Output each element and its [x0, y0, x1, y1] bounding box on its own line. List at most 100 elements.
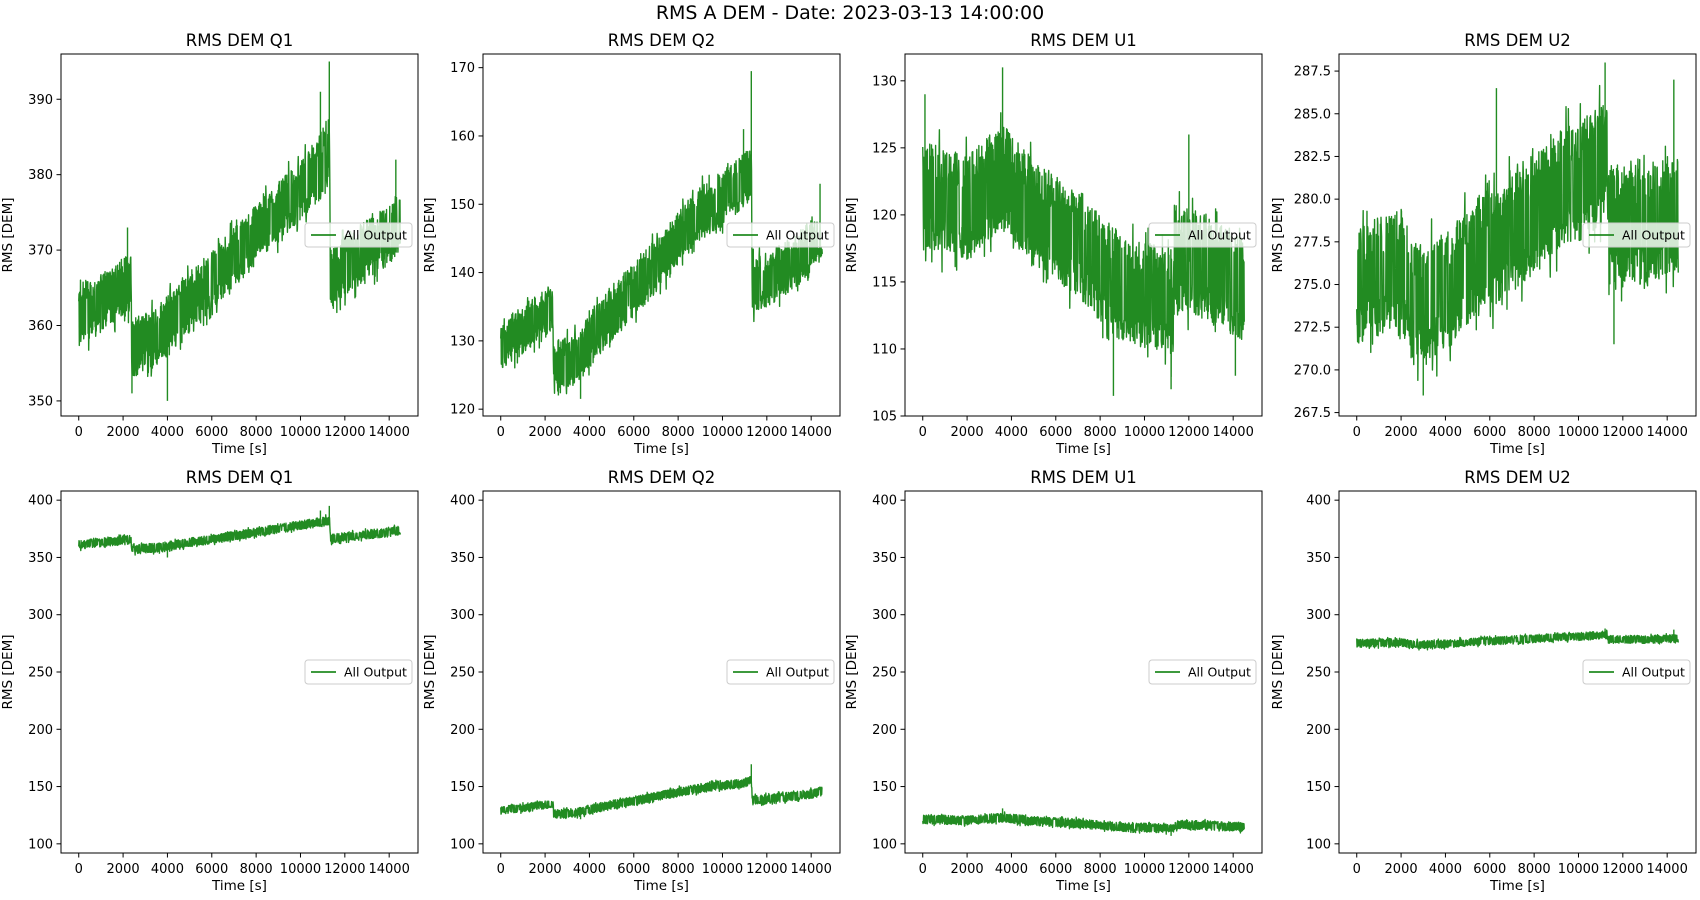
subplot-title: RMS DEM Q2 [608, 31, 716, 50]
axes-frame [482, 53, 841, 417]
x-tick-label: 2000 [951, 862, 984, 877]
x-tick-label: 14000 [790, 425, 831, 440]
y-tick-label: 250 [450, 666, 475, 681]
x-tick-label: 0 [75, 425, 83, 440]
y-tick-label: 267.5 [1294, 406, 1331, 421]
x-tick-label: 12000 [1168, 425, 1209, 440]
y-tick-label: 170 [450, 61, 475, 76]
x-axis-label: Time [s] [1055, 441, 1111, 457]
x-tick-label: 4000 [151, 862, 184, 877]
y-tick-label: 400 [28, 494, 53, 509]
x-tick-label: 14000 [1212, 862, 1253, 877]
subplot-1: 0 2000 4000 6000 8000 10000 12000 14000 350 360 37… [0, 31, 419, 457]
legend-label: All Output [1188, 228, 1251, 243]
y-tick-label: 350 [872, 551, 897, 566]
x-tick-label: 4000 [573, 862, 606, 877]
legend-label: All Output [1622, 228, 1685, 243]
x-tick-label: 0 [497, 862, 505, 877]
y-tick-label: 400 [872, 494, 897, 509]
legend: All Output [1148, 659, 1257, 685]
x-tick-label: 8000 [1518, 425, 1551, 440]
figure-title: RMS A DEM - Date: 2023-03-13 14:00:00 [656, 2, 1044, 24]
series-line-all-output [1356, 62, 1679, 396]
y-tick-label: 130 [872, 74, 897, 89]
y-tick-label: 380 [28, 168, 53, 183]
y-tick-label: 370 [28, 244, 53, 259]
x-tick-label: 4000 [573, 425, 606, 440]
x-axis-label: Time [s] [1489, 878, 1545, 894]
x-tick-label: 6000 [1473, 425, 1506, 440]
y-tick-label: 272.5 [1294, 321, 1331, 336]
x-tick-label: 4000 [1429, 425, 1462, 440]
legend: All Output [726, 222, 835, 248]
axes-frame [60, 53, 419, 417]
legend-box [304, 659, 413, 685]
y-tick-label: 277.5 [1294, 235, 1331, 250]
x-tick-label: 8000 [1084, 862, 1117, 877]
x-tick-label: 6000 [1473, 862, 1506, 877]
y-tick-label: 100 [872, 837, 897, 852]
series-line-all-output [78, 61, 401, 401]
y-tick-label: 150 [450, 780, 475, 795]
x-tick-label: 14000 [790, 862, 831, 877]
y-tick-label: 285.0 [1294, 107, 1331, 122]
x-tick-label: 6000 [195, 425, 228, 440]
x-axis-label: Time [s] [633, 441, 689, 457]
y-tick-label: 300 [872, 608, 897, 623]
x-axis-label: Time [s] [211, 441, 267, 457]
y-tick-label: 100 [1306, 837, 1331, 852]
series-line-all-output [922, 808, 1245, 836]
legend: All Output [726, 659, 835, 685]
y-tick-label: 120 [872, 208, 897, 223]
y-axis-label: RMS [DEM] [422, 635, 438, 710]
y-axis-label: RMS [DEM] [422, 198, 438, 273]
y-tick-label: 250 [1306, 666, 1331, 681]
y-tick-label: 270.0 [1294, 363, 1331, 378]
y-tick-label: 200 [1306, 723, 1331, 738]
x-tick-label: 14000 [1646, 862, 1687, 877]
x-tick-label: 2000 [107, 425, 140, 440]
subplot-3: 0 2000 4000 6000 8000 10000 12000 14000 105 110 11… [844, 31, 1263, 457]
x-tick-label: 2000 [951, 425, 984, 440]
x-tick-label: 8000 [240, 425, 273, 440]
x-tick-label: 4000 [151, 425, 184, 440]
x-tick-label: 10000 [1124, 862, 1165, 877]
x-axis-label: Time [s] [1055, 878, 1111, 894]
subplot-title: RMS DEM U2 [1464, 31, 1571, 50]
subplot-5: 0 2000 4000 6000 8000 10000 12000 14000 100 150 20… [0, 468, 419, 894]
axes-frame [904, 53, 1263, 417]
y-tick-label: 100 [28, 837, 53, 852]
series-line-all-output [78, 505, 401, 558]
y-tick-label: 200 [450, 723, 475, 738]
y-tick-label: 300 [28, 608, 53, 623]
x-tick-label: 2000 [1385, 425, 1418, 440]
subplot-6: 0 2000 4000 6000 8000 10000 12000 14000 100 150 20… [422, 468, 841, 894]
y-tick-label: 150 [1306, 780, 1331, 795]
y-tick-label: 282.5 [1294, 150, 1331, 165]
legend-box [726, 659, 835, 685]
legend-box [726, 222, 835, 248]
x-tick-label: 14000 [368, 862, 409, 877]
x-tick-label: 2000 [1385, 862, 1418, 877]
x-tick-label: 10000 [1124, 425, 1165, 440]
y-tick-label: 350 [28, 394, 53, 409]
legend-label: All Output [766, 228, 829, 243]
x-axis-label: Time [s] [633, 878, 689, 894]
subplot-2: 0 2000 4000 6000 8000 10000 12000 14000 120 130 14… [422, 31, 841, 457]
x-tick-label: 2000 [529, 862, 562, 877]
x-tick-label: 4000 [995, 425, 1028, 440]
legend: All Output [304, 222, 413, 248]
x-tick-label: 10000 [280, 862, 321, 877]
x-tick-label: 12000 [1602, 862, 1643, 877]
legend-label: All Output [1188, 665, 1251, 680]
x-tick-label: 0 [75, 862, 83, 877]
subplot-title: RMS DEM Q1 [186, 468, 294, 487]
y-tick-label: 275.0 [1294, 278, 1331, 293]
x-tick-label: 10000 [280, 425, 321, 440]
x-tick-label: 14000 [368, 425, 409, 440]
legend-label: All Output [766, 665, 829, 680]
x-axis-label: Time [s] [211, 878, 267, 894]
x-tick-label: 2000 [107, 862, 140, 877]
y-tick-label: 300 [450, 608, 475, 623]
x-tick-label: 6000 [1039, 862, 1072, 877]
